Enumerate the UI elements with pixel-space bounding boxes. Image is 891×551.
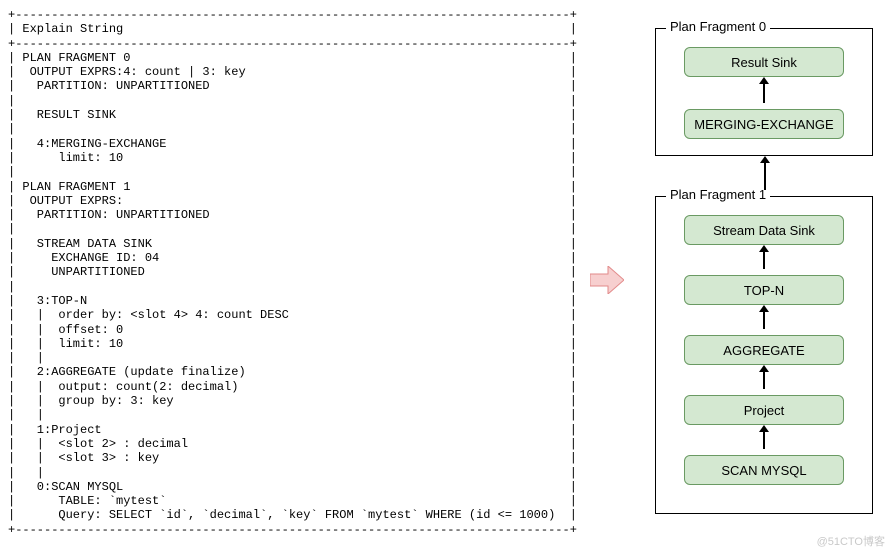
plan-node: Project xyxy=(684,395,844,425)
inter-fragment-arrow xyxy=(764,162,766,190)
node-arrow xyxy=(763,83,765,103)
plan-node: MERGING-EXCHANGE xyxy=(684,109,844,139)
plan-fragment-1-title: Plan Fragment 1 xyxy=(666,187,770,202)
plan-fragment-0: Plan Fragment 0 Result SinkMERGING-EXCHA… xyxy=(655,28,873,156)
plan-node: Result Sink xyxy=(684,47,844,77)
node-arrow xyxy=(763,311,765,329)
node-arrow xyxy=(763,371,765,389)
flow-arrow-icon xyxy=(590,266,624,294)
explain-text-block: +---------------------------------------… xyxy=(8,8,578,537)
plan-fragment-0-title: Plan Fragment 0 xyxy=(666,19,770,34)
node-arrow xyxy=(763,431,765,449)
watermark-text: @51CTO博客 xyxy=(817,533,885,549)
plan-fragment-1: Plan Fragment 1 Stream Data SinkTOP-NAGG… xyxy=(655,196,873,514)
node-arrow xyxy=(763,251,765,269)
plan-node: AGGREGATE xyxy=(684,335,844,365)
plan-node: Stream Data Sink xyxy=(684,215,844,245)
plan-node: SCAN MYSQL xyxy=(684,455,844,485)
plan-node: TOP-N xyxy=(684,275,844,305)
